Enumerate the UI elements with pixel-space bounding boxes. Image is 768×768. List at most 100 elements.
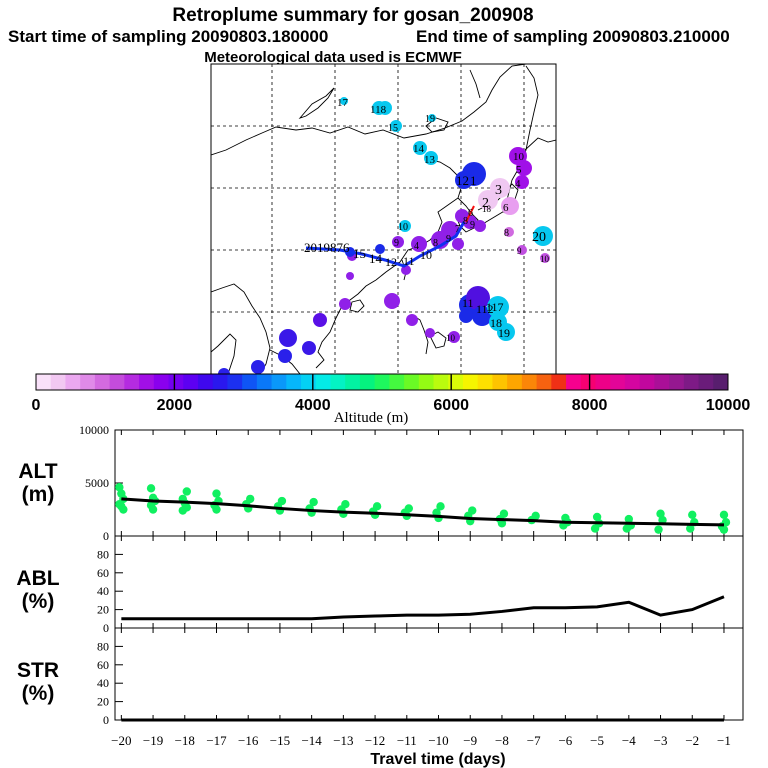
panel-abl: ABL(%) 80 60 40 20 0: [16, 535, 744, 635]
trajectory-label: 6: [503, 202, 509, 214]
trajectory-label: 6: [468, 208, 473, 219]
trajectory-label: 13: [424, 154, 436, 166]
colorbar-cell: [639, 374, 655, 390]
trajectory-dot: [399, 220, 411, 232]
x-tick-label: −11: [397, 733, 417, 748]
trajectory-label: 11: [462, 296, 474, 310]
trajectory-label: 117: [486, 300, 504, 314]
trajectory-dot: [340, 97, 348, 105]
colorbar-cell: [389, 374, 405, 390]
trajectory-label: 14: [369, 251, 383, 266]
colorbar-cell: [183, 374, 199, 390]
colorbar-cell: [521, 374, 538, 390]
y-tick-label: 0: [103, 713, 109, 727]
colorbar-cell: [94, 374, 111, 390]
trajectory-label: 9: [470, 220, 475, 231]
altitude-point: [309, 497, 318, 507]
trajectory-label: 12: [385, 255, 397, 269]
y-tick-label: 80: [97, 547, 109, 561]
trajectory-dot: [313, 313, 327, 327]
trajectory-label: 15: [353, 246, 366, 261]
colorbar-cell: [315, 374, 331, 390]
colorbar-cell: [227, 374, 243, 390]
y-tick-label: 80: [97, 639, 109, 653]
colorbar-cell: [477, 374, 493, 390]
colorbar-cell: [566, 374, 582, 390]
y-tick-label: 20: [97, 603, 109, 617]
abl-line: [121, 595, 725, 621]
altitude-point: [686, 524, 695, 533]
trajectory-label: 118: [370, 104, 387, 116]
trajectory-dot: [401, 265, 411, 275]
trajectory-label: 8: [463, 216, 468, 227]
x-tick-label: −16: [238, 733, 259, 748]
colorbar-tick-label: 6000: [433, 397, 469, 414]
colorbar-cell: [139, 374, 155, 390]
x-axis-title: Travel time (days): [370, 751, 505, 768]
trajectory-label: 9: [394, 238, 399, 249]
altitude-point: [115, 483, 124, 492]
colorbar-cell: [536, 374, 552, 390]
altitude-point: [212, 489, 221, 498]
colorbar-tick-label: 10000: [706, 397, 751, 414]
colorbar-cell: [153, 374, 170, 390]
colorbar-cell: [80, 374, 96, 390]
trajectory-dot: [218, 368, 230, 374]
x-tick-label: −6: [558, 733, 572, 748]
trajectory-label: 2019876: [304, 240, 350, 255]
colorbar-cell: [65, 374, 81, 390]
altitude-point: [592, 512, 602, 522]
y-tick-label: 10000: [79, 423, 109, 437]
x-tick-label: −5: [590, 733, 604, 748]
colorbar-cell: [301, 374, 317, 390]
trajectory-dot: [540, 253, 550, 263]
x-tick-label: −12: [365, 733, 385, 748]
altitude-point: [624, 514, 634, 524]
colorbar-cell: [580, 374, 596, 390]
altitude-point: [719, 510, 729, 519]
x-tick-label: −2: [685, 733, 699, 748]
trajectory-dot: [378, 101, 392, 115]
colorbar-cell: [271, 374, 287, 390]
y-tick-label: 5000: [85, 476, 109, 490]
trajectory-label: 3: [495, 183, 502, 198]
y-tick-label: 0: [103, 529, 109, 543]
y-tick-label: 60: [97, 658, 109, 672]
colorbar-cell: [462, 374, 479, 390]
trajectory-points: [218, 97, 553, 374]
trajectory-label: 20: [532, 230, 546, 245]
colorbar-cell: [418, 374, 435, 390]
trajectory-dot: [533, 226, 553, 246]
colorbar-cell: [109, 374, 125, 390]
panel-str: STR(%) 80 60 40 20 0: [17, 627, 744, 727]
altitude-point: [688, 510, 697, 519]
trajectory-dot: [452, 238, 464, 250]
trajectory-label: 10: [513, 151, 525, 163]
figure-title: Retroplume summary for gosan_200908: [172, 5, 533, 26]
trajectory-path: [305, 221, 466, 268]
y-tick-label: 0: [103, 621, 109, 635]
trajectory-dot: [425, 328, 435, 338]
trajectory-dot: [428, 114, 436, 122]
x-tick-label: −8: [495, 733, 509, 748]
x-tick-label: −3: [654, 733, 668, 748]
trajectory-dot: [459, 309, 473, 323]
x-tick-label: −14: [301, 733, 322, 748]
trajectory-label: 10: [446, 333, 456, 343]
panel-ylabel-unit: (%): [22, 590, 55, 613]
trajectory-dot: [411, 236, 427, 252]
trajectory-dot: [406, 314, 418, 326]
trajectory-label: 18: [490, 316, 502, 330]
x-tick-label: −15: [270, 733, 290, 748]
panel-alt: ALT(m) 10000 5000 0: [18, 423, 744, 543]
panel-ylabel-unit: (m): [22, 483, 55, 506]
altitude-point: [622, 524, 632, 533]
trajectory-dot: [339, 298, 351, 310]
trajectory-label: 11: [403, 254, 415, 268]
altitude-point: [656, 509, 665, 518]
trajectory-dot: [390, 120, 402, 132]
altitude-point: [658, 515, 667, 525]
colorbar-cell: [242, 374, 258, 390]
colorbar-cell: [374, 374, 390, 390]
